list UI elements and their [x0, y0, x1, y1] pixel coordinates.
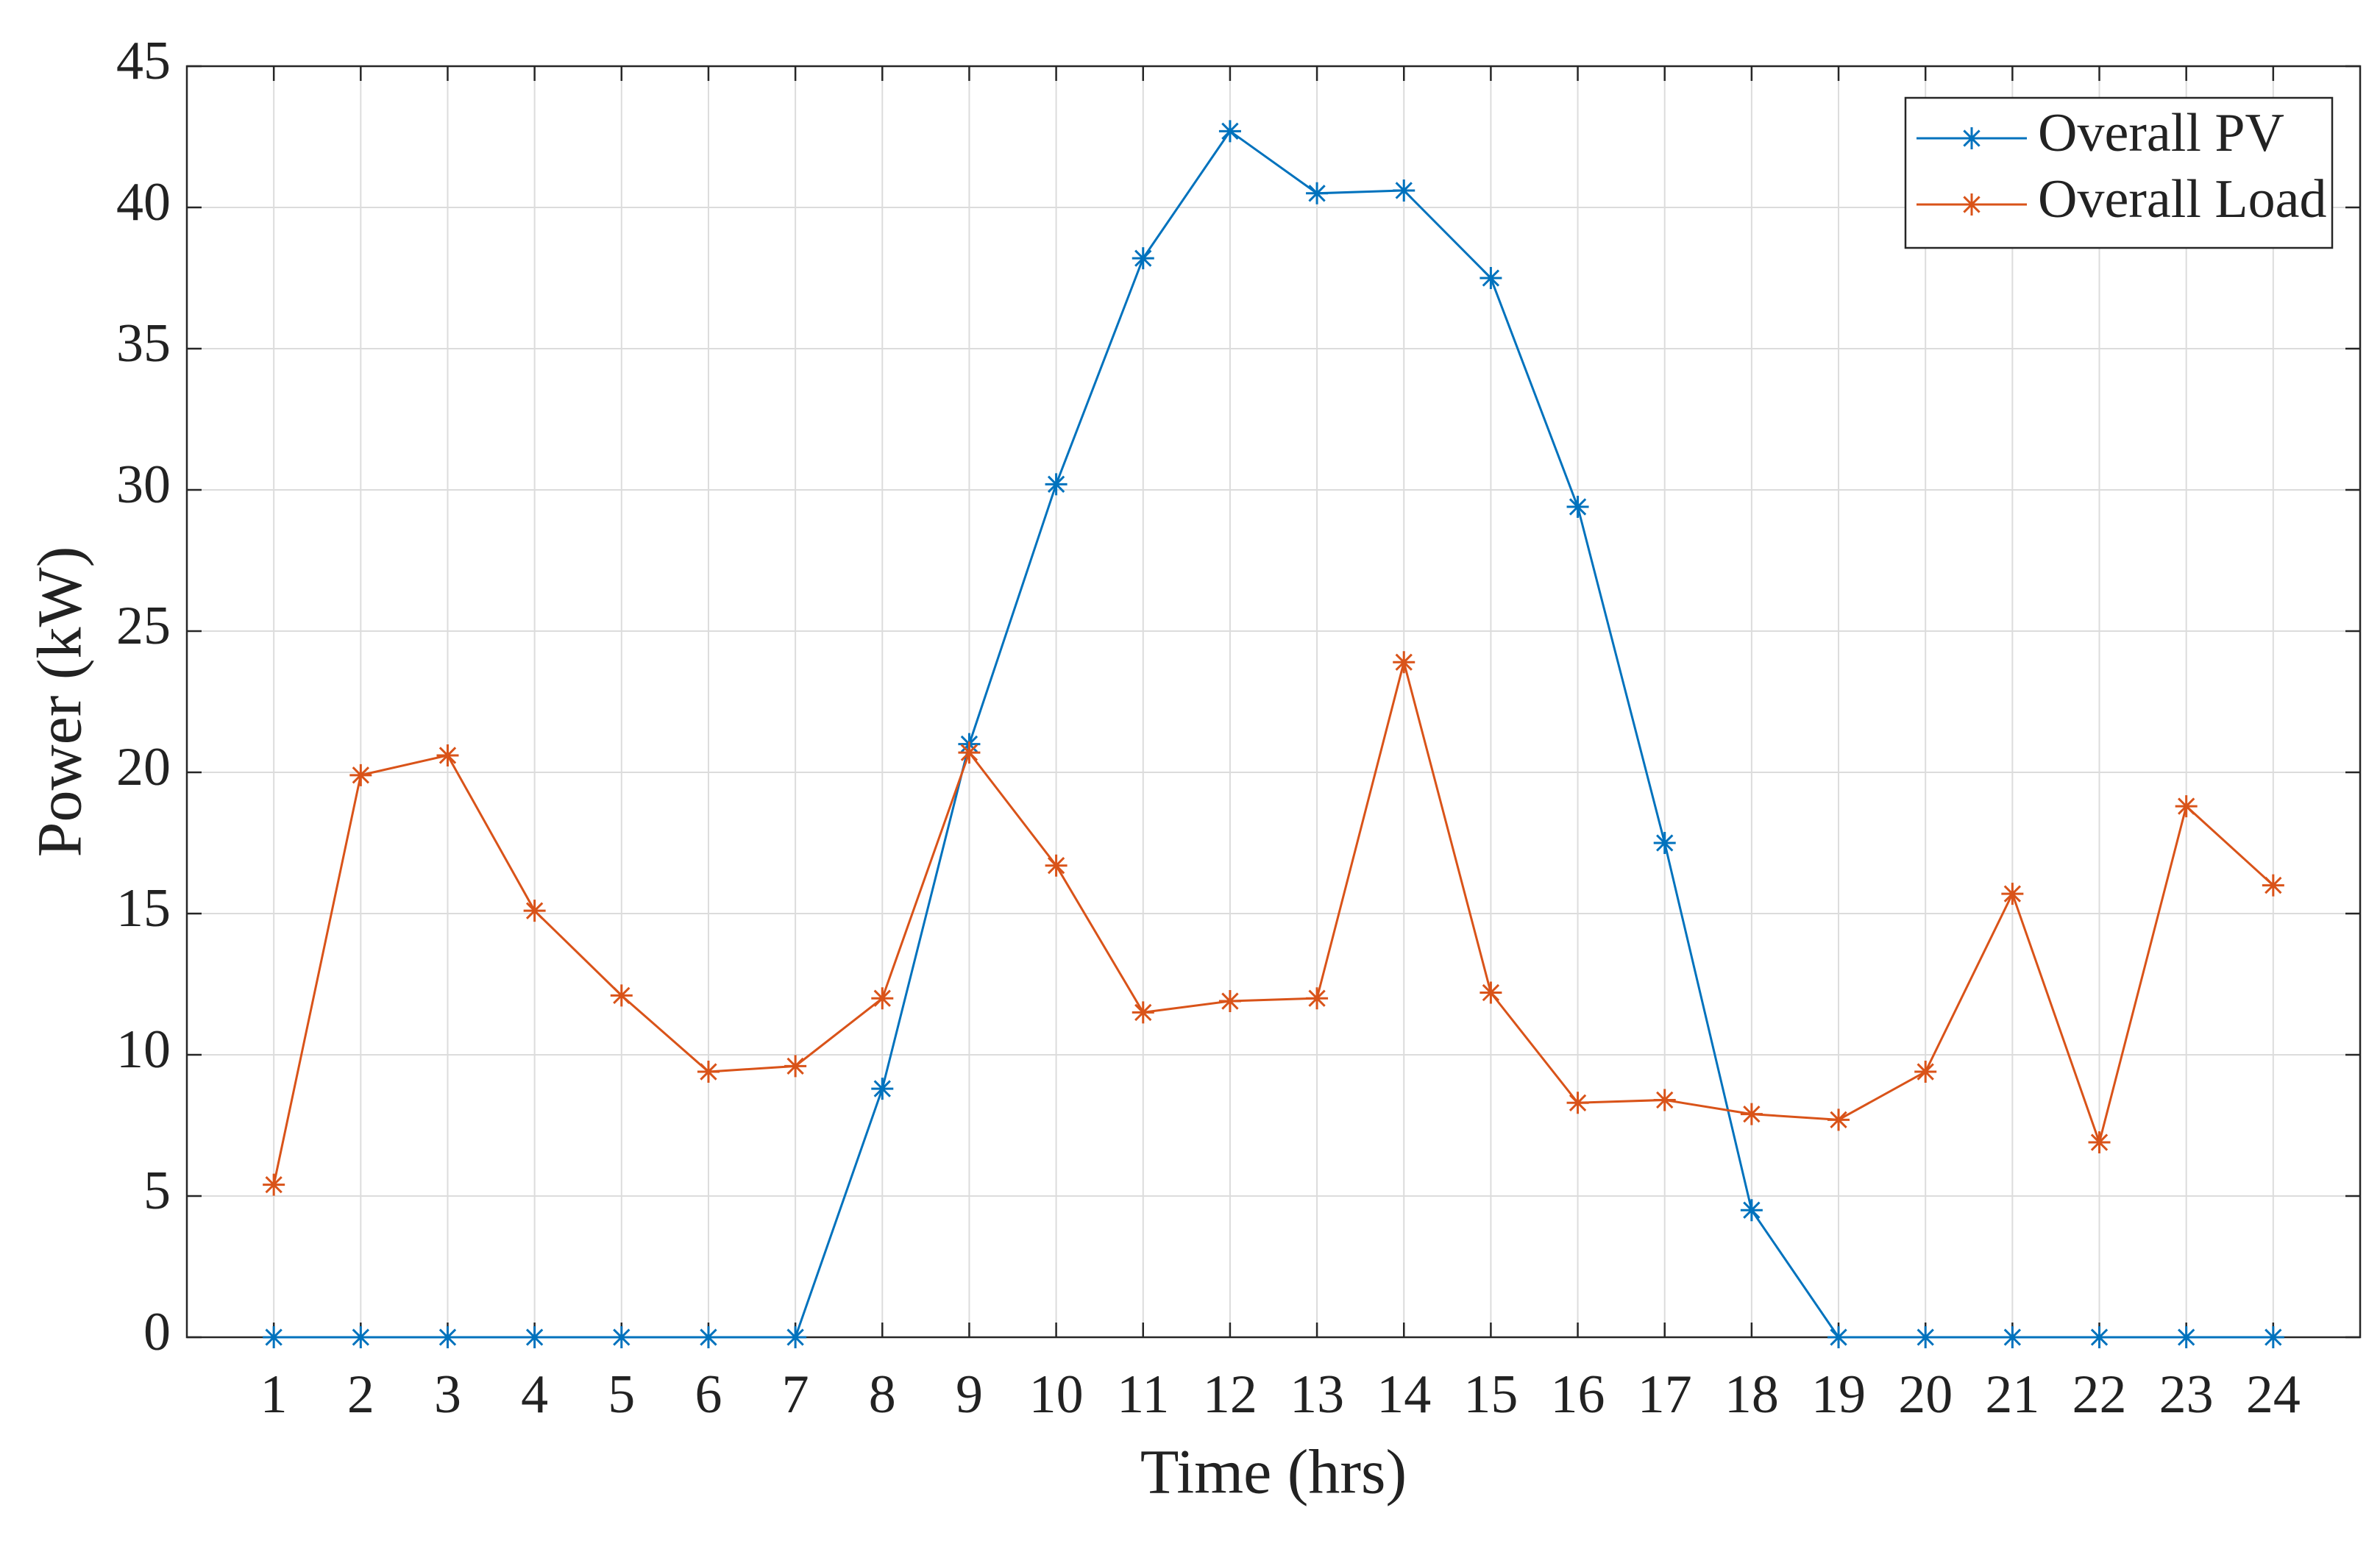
data-marker: [523, 1326, 546, 1348]
legend-marker: [1961, 193, 1983, 216]
x-tick-label: 11: [1117, 1364, 1169, 1425]
data-marker: [697, 1326, 720, 1348]
data-marker: [436, 744, 459, 766]
y-axis-label: Power (kW): [24, 547, 95, 858]
data-marker: [610, 1326, 633, 1348]
data-marker: [2088, 1131, 2111, 1154]
x-tick-label: 23: [2159, 1364, 2214, 1425]
legend-label: Overall Load: [2038, 169, 2326, 229]
data-marker: [871, 1078, 894, 1100]
data-marker: [1914, 1326, 1937, 1348]
y-tick-label: 25: [116, 596, 171, 656]
data-marker: [1566, 1092, 1589, 1114]
x-tick-label: 3: [434, 1364, 461, 1425]
y-tick-label: 15: [116, 878, 171, 939]
x-tick-label: 13: [1290, 1364, 1344, 1425]
data-marker: [2088, 1326, 2111, 1348]
data-marker: [2001, 883, 2024, 905]
x-tick-label: 12: [1203, 1364, 1257, 1425]
data-marker: [263, 1173, 285, 1196]
y-tick-label: 35: [116, 313, 171, 374]
data-marker: [697, 1061, 720, 1083]
y-tick-label: 5: [143, 1161, 171, 1221]
data-marker: [263, 1326, 285, 1348]
data-marker: [784, 1326, 807, 1348]
y-tick-label: 10: [116, 1019, 171, 1080]
data-marker: [610, 984, 633, 1007]
legend-box: [1904, 96, 2334, 249]
x-axis-label: Time (hrs): [1140, 1437, 1407, 1507]
series-line: [274, 129, 2273, 1339]
x-tick-label: 6: [695, 1364, 722, 1425]
data-marker: [523, 900, 546, 922]
x-tick-label: 8: [869, 1364, 896, 1425]
data-marker: [349, 1326, 372, 1348]
data-marker: [1914, 1061, 1937, 1083]
data-marker: [2175, 795, 2198, 818]
data-marker: [1132, 1001, 1154, 1024]
y-tick-label: 30: [116, 455, 171, 515]
data-marker: [1479, 981, 1502, 1004]
data-marker: [1306, 987, 1329, 1010]
x-tick-label: 4: [521, 1364, 548, 1425]
data-marker: [1653, 832, 1676, 854]
x-tick-label: 16: [1551, 1364, 1605, 1425]
data-marker: [1218, 120, 1241, 143]
x-tick-label: 14: [1377, 1364, 1431, 1425]
x-tick-label: 18: [1724, 1364, 1779, 1425]
x-tick-label: 2: [347, 1364, 374, 1425]
data-marker: [1306, 182, 1329, 204]
y-tick-label: 0: [143, 1302, 171, 1362]
data-marker: [1653, 1089, 1676, 1111]
y-tick-label: 20: [116, 737, 171, 797]
data-marker: [1740, 1199, 1763, 1222]
legend-marker: [1961, 127, 1983, 149]
x-tick-label: 15: [1463, 1364, 1518, 1425]
x-tick-label: 20: [1898, 1364, 1953, 1425]
data-marker: [1393, 651, 1415, 674]
data-marker: [784, 1055, 807, 1078]
data-marker: [1479, 267, 1502, 289]
data-marker: [436, 1326, 459, 1348]
x-tick-label: 24: [2246, 1364, 2301, 1425]
data-marker: [1393, 179, 1415, 202]
x-tick-label: 17: [1638, 1364, 1692, 1425]
data-marker: [1740, 1103, 1763, 1125]
data-marker: [1827, 1108, 1850, 1131]
data-marker: [2001, 1326, 2024, 1348]
data-marker: [1218, 990, 1241, 1013]
data-marker: [1827, 1326, 1850, 1348]
legend-label: Overall PV: [2038, 103, 2284, 163]
x-tick-label: 22: [2072, 1364, 2127, 1425]
data-marker: [1045, 854, 1068, 877]
data-marker: [958, 741, 981, 764]
data-marker: [349, 764, 372, 786]
data-marker: [1045, 473, 1068, 496]
x-tick-label: 7: [782, 1364, 809, 1425]
x-tick-label: 10: [1029, 1364, 1084, 1425]
x-tick-label: 9: [956, 1364, 983, 1425]
x-tick-label: 5: [608, 1364, 635, 1425]
data-marker: [2262, 874, 2284, 897]
y-tick-label: 45: [116, 31, 171, 91]
y-tick-label: 40: [116, 172, 171, 232]
x-tick-label: 21: [1985, 1364, 2039, 1425]
data-marker: [1566, 496, 1589, 519]
x-tick-label: 1: [260, 1364, 288, 1425]
series-line: [272, 658, 2274, 1185]
data-marker: [2262, 1326, 2284, 1348]
data-marker: [1132, 247, 1154, 270]
plot-frame: [185, 65, 2362, 1339]
x-tick-label: 19: [1811, 1364, 1866, 1425]
data-marker: [2175, 1326, 2198, 1348]
data-marker: [871, 987, 894, 1010]
